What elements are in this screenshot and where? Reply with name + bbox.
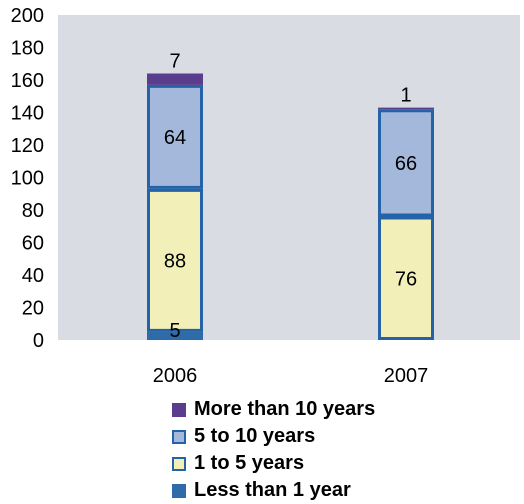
legend-swatch	[172, 429, 186, 444]
data-label: 64	[164, 127, 186, 149]
y-tick-label: 60	[22, 233, 44, 255]
legend-label: Less than 1 year	[194, 479, 351, 501]
y-tick-label: 0	[33, 330, 44, 352]
bars	[147, 73, 434, 340]
y-tick-label: 100	[11, 168, 44, 190]
data-label: 5	[169, 320, 180, 342]
legend-item: More than 10 years	[172, 396, 375, 423]
y-tick-label: 80	[22, 200, 44, 222]
data-labels: 5 88 64 7 76 66 1	[164, 51, 417, 342]
legend-swatch	[172, 456, 186, 471]
x-axis-ticks: 2006 2007	[153, 365, 429, 387]
plot-background	[58, 15, 520, 340]
y-tick-label: 140	[11, 103, 44, 125]
bar-segment	[147, 84, 203, 189]
y-tick-label: 200	[11, 5, 44, 27]
legend-item: 1 to 5 years	[172, 450, 375, 477]
data-label: 7	[169, 51, 180, 73]
bar-segment	[147, 188, 203, 332]
legend-item: 5 to 10 years	[172, 423, 375, 450]
y-axis-ticks: 0 20 40 60 80 100 120 140 160 180 200	[11, 5, 44, 352]
data-label: 1	[400, 85, 411, 107]
y-tick-label: 40	[22, 265, 44, 287]
bar-segment	[378, 107, 434, 110]
bar-segment	[378, 216, 434, 340]
legend-item: Less than 1 year	[172, 477, 375, 504]
data-label: 66	[395, 153, 417, 175]
bar-segment	[147, 331, 203, 340]
data-label: 88	[164, 250, 186, 272]
data-label: 76	[395, 268, 417, 290]
legend-label: 5 to 10 years	[194, 425, 316, 447]
legend: More than 10 years 5 to 10 years 1 to 5 ye…	[172, 396, 375, 504]
legend-label: 1 to 5 years	[194, 452, 305, 474]
y-tick-label: 180	[11, 38, 44, 60]
legend-swatch	[172, 483, 186, 498]
bar-segment	[378, 109, 434, 217]
x-tick-label: 2007	[384, 365, 429, 387]
y-tick-label: 120	[11, 135, 44, 157]
legend-label: More than 10 years	[194, 398, 376, 420]
y-tick-label: 20	[22, 298, 44, 320]
legend-swatch	[172, 402, 186, 417]
x-tick-label: 2006	[153, 365, 198, 387]
bar-segment	[147, 73, 203, 85]
y-tick-label: 160	[11, 70, 44, 92]
